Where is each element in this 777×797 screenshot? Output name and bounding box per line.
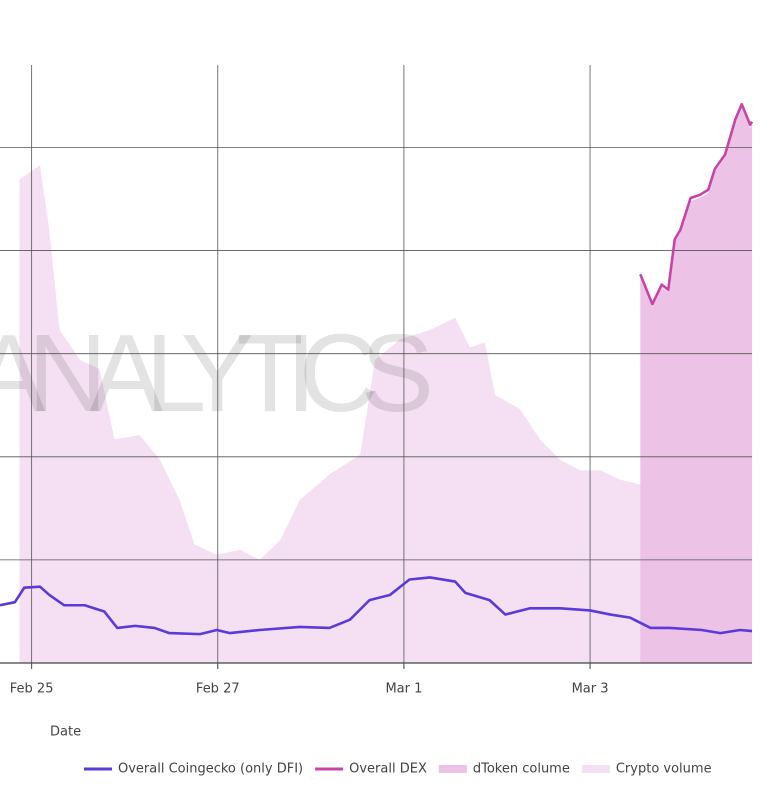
legend-swatch — [581, 765, 610, 773]
x-axis-title: Date — [50, 725, 81, 740]
x-tick-label: Mar 3 — [572, 682, 609, 697]
line — [0, 576, 753, 636]
legend-label: Crypto volume — [616, 762, 712, 777]
area — [19, 165, 752, 663]
axes: Feb 25 Feb 27 Mar 1 Mar 3 — [10, 663, 609, 697]
lines — [0, 102, 754, 636]
legend-label: dToken colume — [473, 762, 570, 777]
grid — [0, 65, 752, 664]
legend-label: Overall Coingecko (only DFI) — [118, 762, 303, 777]
legend-swatch — [438, 765, 467, 773]
x-tick-label: Feb 27 — [196, 682, 240, 697]
areas — [19, 107, 752, 664]
legend-label: Overall DEX — [349, 762, 427, 777]
x-tick-label: Mar 1 — [385, 682, 422, 697]
line — [639, 102, 754, 306]
legend: Overall Coingecko (only DFI) Overall DEX d… — [84, 762, 712, 777]
area — [640, 107, 752, 664]
watermark: ANALYTICS — [0, 312, 434, 435]
x-tick-label: Feb 25 — [10, 682, 54, 697]
